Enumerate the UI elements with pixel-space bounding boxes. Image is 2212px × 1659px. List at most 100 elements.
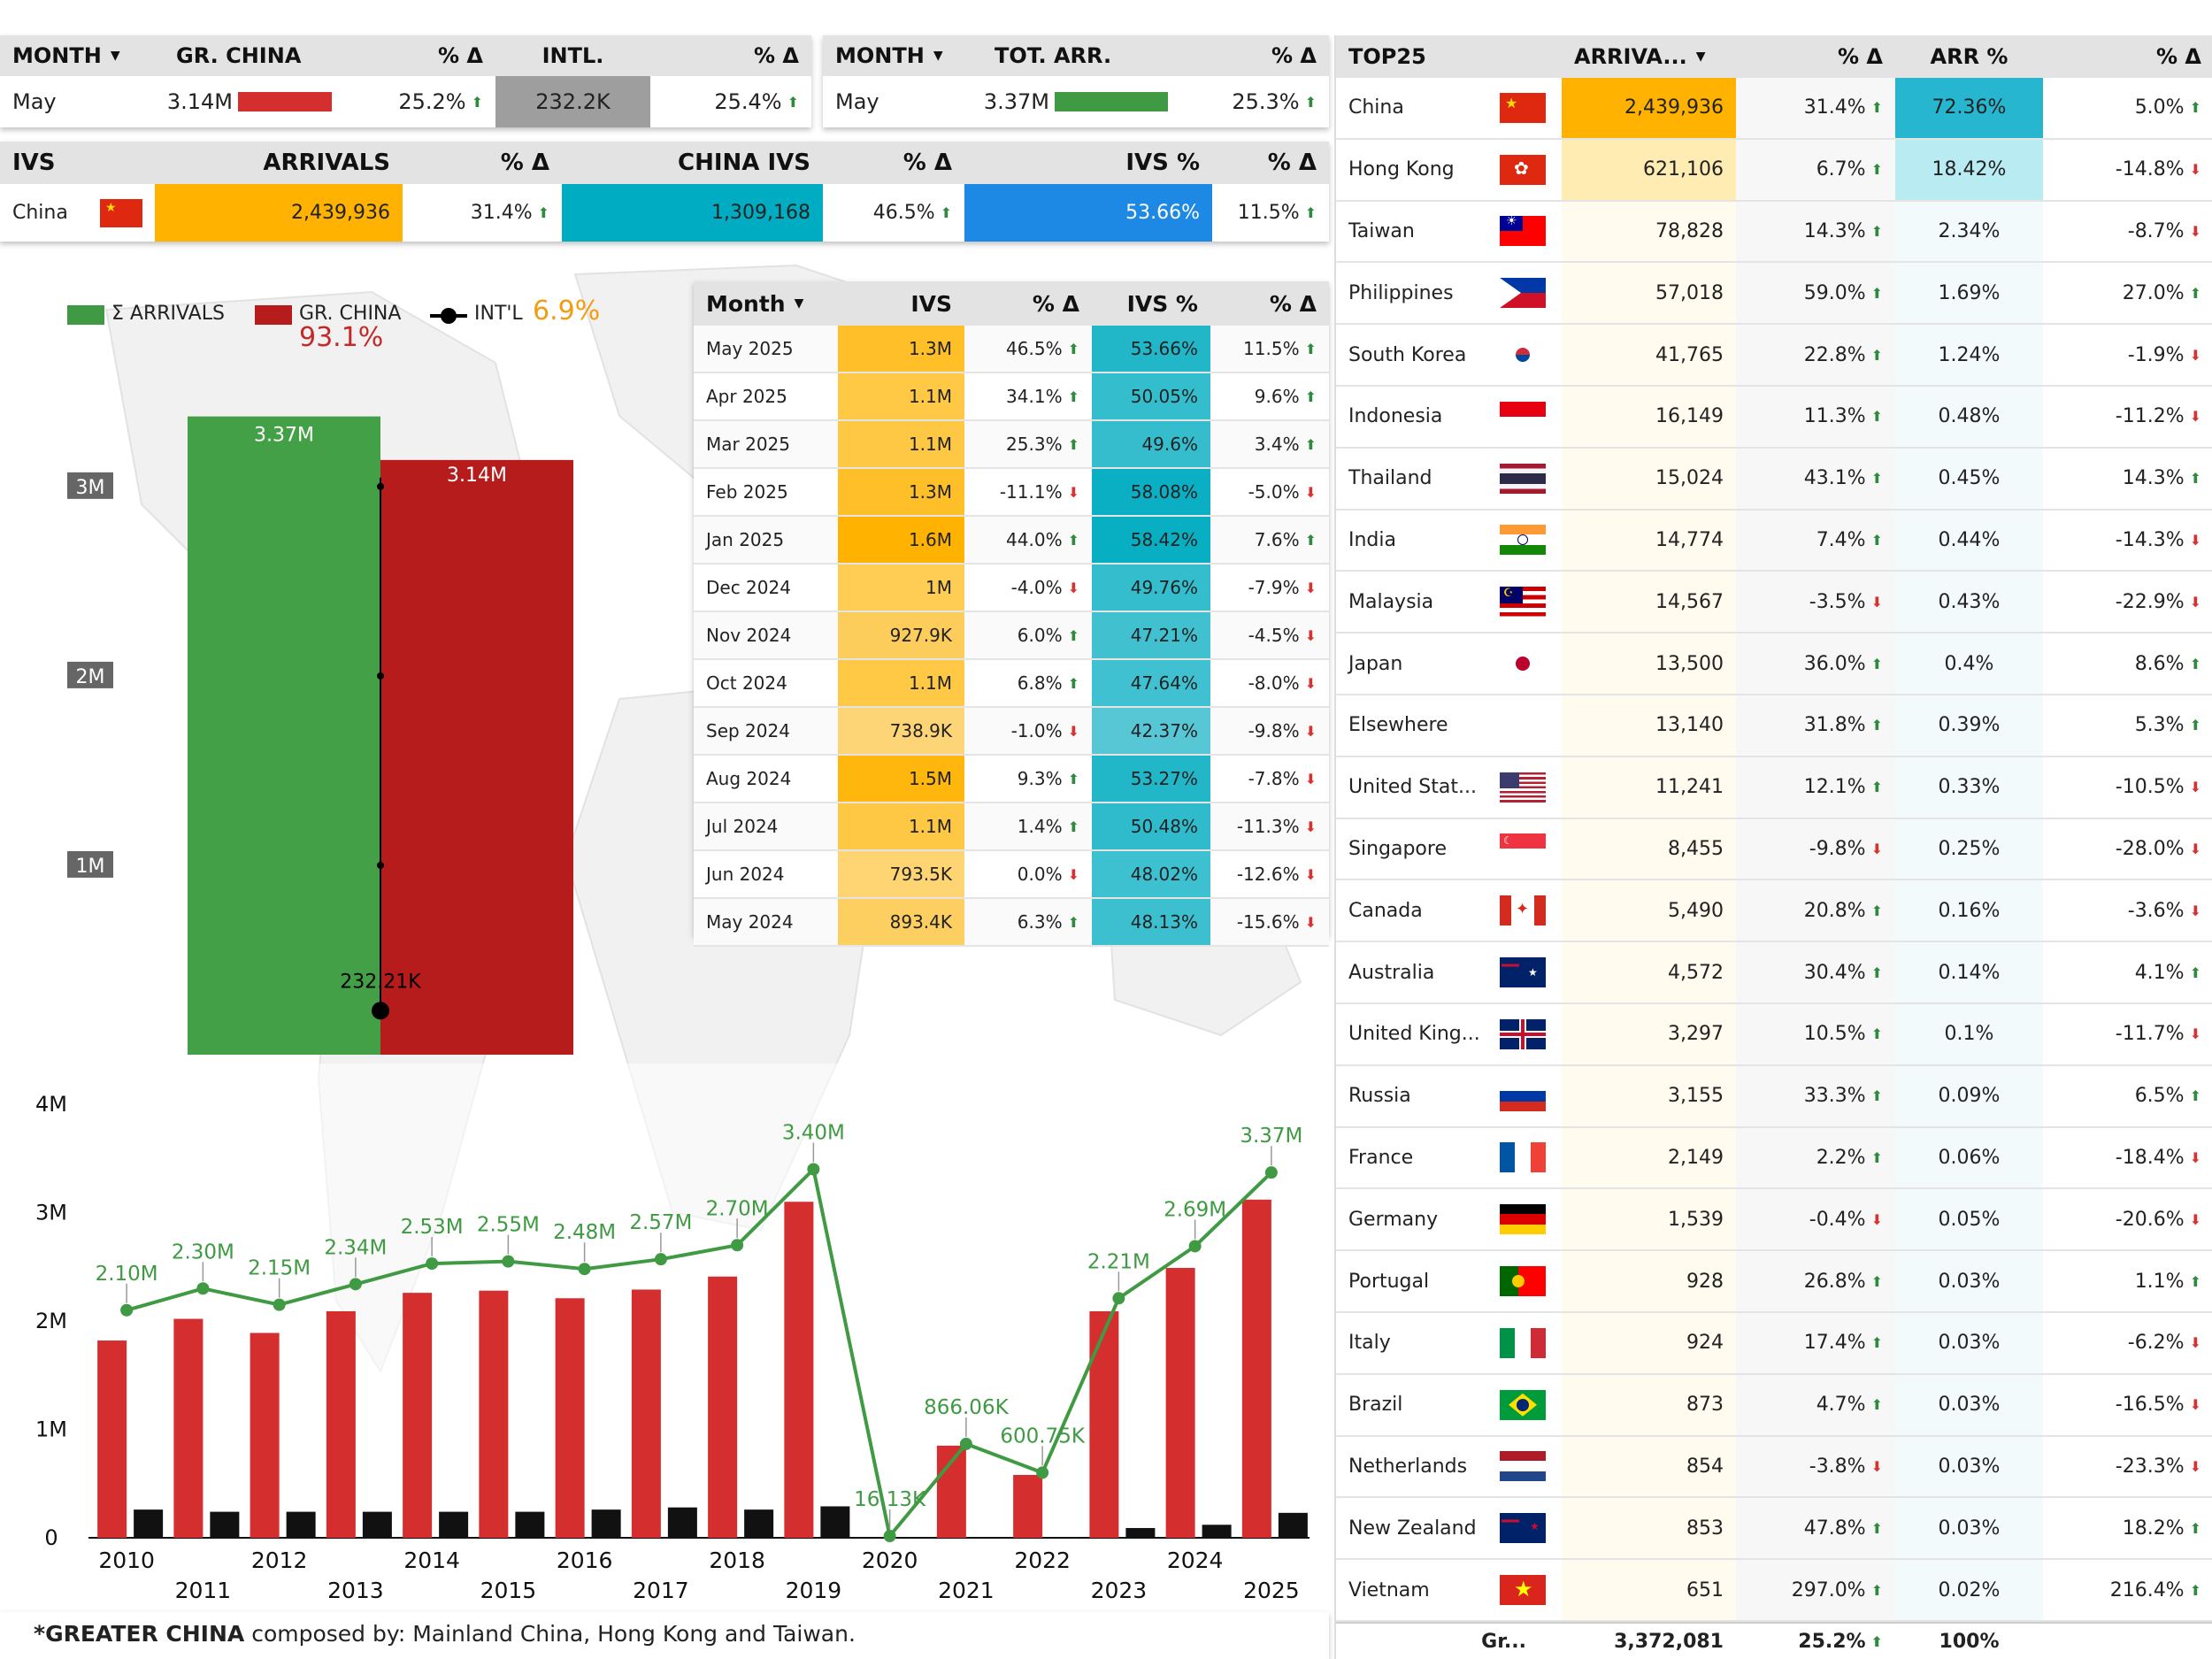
top25-arrivals: 2,439,936 [1562, 78, 1736, 138]
top25-row[interactable]: Canada ✦ 5,490 20.8% ⬆ 0.16% -3.6% ⬇ [1336, 880, 2212, 943]
chinaivs-header[interactable]: CHINA IVS [562, 142, 823, 184]
kpi-intl-header[interactable]: INTL. [495, 35, 650, 76]
top25-country-cell: Germany [1336, 1189, 1562, 1249]
arrow-up-icon: ⬆ [2189, 1581, 2201, 1599]
monthly-row[interactable]: Nov 2024 927.9K 6.0% ⬆ 47.21% -4.5% ⬇ [694, 612, 1329, 660]
top25-row[interactable]: Malaysia ☪ 14,567 -3.5% ⬇ 0.43% -22.9% ⬇ [1336, 572, 2212, 634]
top25-row[interactable]: France 2,149 2.2% ⬆ 0.06% -18.4% ⬇ [1336, 1127, 2212, 1190]
sort-caret-icon[interactable]: ▼ [933, 49, 943, 63]
ivs-header[interactable]: IVS [0, 142, 155, 184]
top25-row[interactable]: Portugal 928 26.8% ⬆ 0.03% 1.1% ⬆ [1336, 1251, 2212, 1313]
top25-row[interactable]: Singapore ☾ 8,455 -9.8% ⬇ 0.25% -28.0% ⬇ [1336, 818, 2212, 881]
arrivals-header[interactable]: ARRIVALS [155, 142, 403, 184]
top25-row[interactable]: Indonesia 16,149 11.3% ⬆ 0.48% -11.2% ⬇ [1336, 387, 2212, 449]
arrow-up-icon: ⬆ [1304, 93, 1317, 111]
top25-row[interactable]: Hong Kong ✿ 621,106 6.7% ⬆ 18.42% -14.8% ⬇ [1336, 139, 2212, 202]
monthly-d2: -8.0% ⬇ [1210, 660, 1329, 706]
top25-row[interactable]: Elsewhere 13,140 31.8% ⬆ 0.39% 5.3% ⬆ [1336, 695, 2212, 757]
top25-row[interactable]: Vietnam ★ 651 297.0% ⬆ 0.02% 216.4% ⬆ [1336, 1560, 2212, 1622]
ivspct-header[interactable]: IVS % [964, 142, 1212, 184]
kpi-intl-pct-header[interactable]: % Δ [650, 35, 811, 76]
kpi-grchina-row[interactable]: May 3.14M 25.2% ⬆ 232.2K 25.4% ⬆ [0, 76, 811, 127]
top25-row[interactable]: Australia ★ 4,572 30.4% ⬆ 0.14% 4.1% ⬆ [1336, 942, 2212, 1004]
ivspct-pct-header[interactable]: % Δ [1212, 142, 1329, 184]
monthly-row[interactable]: Oct 2024 1.1M 6.8% ⬆ 47.64% -8.0% ⬇ [694, 660, 1329, 708]
kpi-intl-value: 232.2K [495, 76, 650, 127]
top25-country-cell: Taiwan ☀ [1336, 202, 1562, 262]
top25-row[interactable]: Thailand 15,024 43.1% ⬆ 0.45% 14.3% ⬆ [1336, 448, 2212, 511]
kpi-total-row[interactable]: May 3.37M 25.3% ⬆ [823, 76, 1329, 127]
top25-row[interactable]: Taiwan ☀ 78,828 14.3% ⬆ 2.34% -8.7% ⬇ [1336, 201, 2212, 264]
bar-grchina [97, 1340, 127, 1538]
top25-d1-header[interactable]: % Δ [1736, 35, 1895, 78]
sort-caret-icon[interactable]: ▼ [1695, 50, 1706, 64]
monthly-ivs: 1.1M [838, 421, 964, 467]
top25-row[interactable]: Italy 924 17.4% ⬆ 0.03% -6.2% ⬇ [1336, 1313, 2212, 1375]
top25-row[interactable]: Brazil 873 4.7% ⬆ 0.03% -16.5% ⬇ [1336, 1374, 2212, 1437]
china-flag-icon: ★ [100, 198, 142, 227]
top25-arrivals-header[interactable]: ARRIVA... ▼ [1562, 35, 1736, 78]
top25-row[interactable]: South Korea 41,765 22.8% ⬆ 1.24% -1.9% ⬇ [1336, 325, 2212, 387]
ivs-summary-row[interactable]: China ★ 2,439,936 31.4% ⬆ 1,309,168 46.5%… [0, 184, 1329, 242]
top25-row[interactable]: New Zealand ★ 853 47.8% ⬆ 0.03% 18.2% ⬆ [1336, 1498, 2212, 1561]
monthly-d1-value: 44.0% [1006, 529, 1063, 550]
monthly-row[interactable]: May 2025 1.3M 46.5% ⬆ 53.66% 11.5% ⬆ [694, 326, 1329, 373]
monthly-row[interactable]: Apr 2025 1.1M 34.1% ⬆ 50.05% 9.6% ⬆ [694, 373, 1329, 421]
top25-d1-value: -3.5% [1809, 590, 1866, 613]
monthly-ivspct: 42.37% [1092, 708, 1210, 754]
top25-row[interactable]: Germany 1,539 -0.4% ⬇ 0.05% -20.6% ⬇ [1336, 1189, 2212, 1252]
arrow-up-icon: ⬆ [1067, 435, 1079, 453]
top25-country-name: India [1348, 528, 1396, 551]
top25-row[interactable]: United Stat... 11,241 12.1% ⬆ 0.33% -10.5% ⬇ [1336, 757, 2212, 819]
monthly-row[interactable]: Sep 2024 738.9K -1.0% ⬇ 42.37% -9.8% ⬇ [694, 708, 1329, 756]
kpi-total-header-label[interactable]: TOT. ARR. [982, 35, 1168, 76]
monthly-month: Oct 2024 [706, 672, 787, 694]
top25-row[interactable]: China ★ 2,439,936 31.4% ⬆ 72.36% 5.0% ⬆ [1336, 78, 2212, 140]
kpi-grchina-pct-header[interactable]: % Δ [332, 35, 495, 76]
monthly-ivspct-header[interactable]: IVS % [1092, 281, 1210, 326]
monthly-d2-header[interactable]: % Δ [1210, 281, 1329, 326]
top25-row[interactable]: United King... 3,297 10.5% ⬆ 0.1% -11.7% ⬇ [1336, 1004, 2212, 1066]
sort-caret-icon[interactable]: ▼ [794, 296, 804, 311]
kpi-grchina-header-label[interactable]: GR. CHINA [164, 35, 332, 76]
top25-row[interactable]: Russia 3,155 33.3% ⬆ 0.09% 6.5% ⬆ [1336, 1065, 2212, 1128]
chinaivs-pct-header[interactable]: % Δ [823, 142, 964, 184]
monthly-row[interactable]: Jan 2025 1.6M 44.0% ⬆ 58.42% 7.6% ⬆ [694, 517, 1329, 565]
monthly-row[interactable]: Aug 2024 1.5M 9.3% ⬆ 53.27% -7.8% ⬇ [694, 756, 1329, 803]
top25-d2: -16.5% ⬇ [2043, 1375, 2212, 1435]
monthly-month-header[interactable]: Month ▼ [694, 281, 838, 326]
top25-row[interactable]: India 14,774 7.4% ⬆ 0.44% -14.3% ⬇ [1336, 510, 2212, 572]
top25-arrpct-header[interactable]: ARR % [1895, 35, 2043, 78]
top25-row[interactable]: Japan 13,500 36.0% ⬆ 0.4% 8.6% ⬆ [1336, 634, 2212, 695]
top25-d2-value: 27.0% [2122, 281, 2185, 304]
top25-row[interactable]: Philippines 57,018 59.0% ⬆ 1.69% 27.0% ⬆ [1336, 263, 2212, 326]
ca-flag-icon: ✦ [1500, 895, 1546, 926]
kpi-total-pct: 25.3% ⬆ [1232, 89, 1317, 114]
sort-caret-icon[interactable]: ▼ [110, 49, 120, 63]
x-tick-label: 2012 [251, 1548, 308, 1573]
kpi-month-header[interactable]: MONTH ▼ [0, 35, 164, 76]
monthly-row[interactable]: Feb 2025 1.3M -11.1% ⬇ 58.08% -5.0% ⬇ [694, 469, 1329, 517]
monthly-row[interactable]: Jul 2024 1.1M 1.4% ⬆ 50.48% -11.3% ⬇ [694, 803, 1329, 851]
ivs-summary-header: IVS ARRIVALS % Δ CHINA IVS % Δ IVS % % Δ [0, 142, 1329, 184]
monthly-row[interactable]: Dec 2024 1M -4.0% ⬇ 49.76% -7.9% ⬇ [694, 565, 1329, 612]
top25-country-header[interactable]: TOP25 [1336, 35, 1562, 78]
arrow-up-icon: ⬆ [1870, 1272, 1883, 1290]
top25-d2: -8.7% ⬇ [2043, 202, 2212, 262]
monthly-d1: -11.1% ⬇ [964, 469, 1092, 515]
top25-d2-header[interactable]: % Δ [2043, 35, 2212, 78]
arrow-up-icon: ⬆ [1067, 818, 1079, 835]
kpi-total-cell: 3.37M [982, 76, 1168, 127]
kpi-total-month-header[interactable]: MONTH ▼ [823, 35, 982, 76]
monthly-row[interactable]: Jun 2024 793.5K 0.0% ⬇ 48.02% -12.6% ⬇ [694, 851, 1329, 899]
top25-d1: -9.8% ⬇ [1736, 818, 1895, 879]
top25-d1-value: 17.4% [1803, 1332, 1866, 1355]
kpi-total-pct-header[interactable]: % Δ [1168, 35, 1329, 76]
top25-row[interactable]: Netherlands 854 -3.8% ⬇ 0.03% -23.3% ⬇ [1336, 1436, 2212, 1499]
monthly-d1-header[interactable]: % Δ [964, 281, 1092, 326]
arrivals-pct-header[interactable]: % Δ [403, 142, 562, 184]
monthly-row[interactable]: Mar 2025 1.1M 25.3% ⬆ 49.6% 3.4% ⬆ [694, 421, 1329, 469]
monthly-row[interactable]: May 2024 893.4K 6.3% ⬆ 48.13% -15.6% ⬇ [694, 899, 1329, 947]
monthly-ivs-header[interactable]: IVS [838, 281, 964, 326]
arrow-up-icon: ⬆ [1067, 340, 1079, 357]
